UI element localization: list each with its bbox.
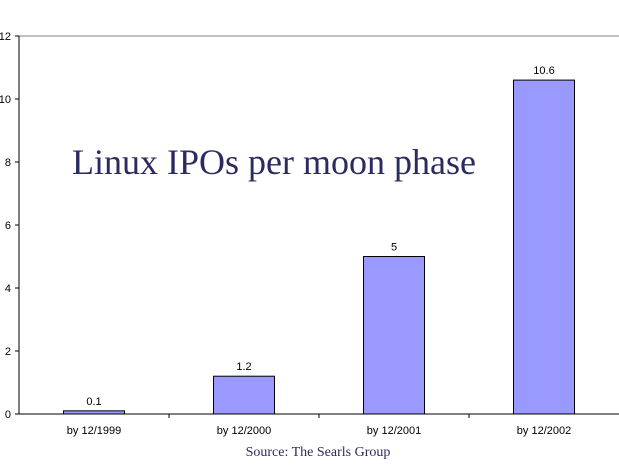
data-label: 0.1 [86,396,101,408]
chart-title: Linux IPOs per moon phase [72,142,476,182]
bar [213,375,275,415]
y-tick-label: 2 [5,346,11,358]
y-tick-label: 4 [5,283,11,295]
x-tick-label: by 12/2001 [367,425,421,437]
y-tick-label: 0 [5,409,11,421]
y-tick-label: 12 [0,31,11,43]
y-tick-label: 6 [5,220,11,232]
y-tick-label: 10 [0,94,11,106]
source-note: Source: The Searls Group [246,445,391,460]
x-tick-label: by 12/1999 [67,425,121,437]
data-label: 1.2 [236,361,251,373]
x-tick-label: by 12/2000 [217,425,271,437]
bar [513,79,575,415]
data-label: 5 [391,242,397,254]
data-label: 10.6 [533,65,554,77]
bar [363,256,425,415]
x-tick-label: by 12/2002 [517,425,571,437]
bar [63,410,125,415]
y-tick-label: 8 [5,157,11,169]
